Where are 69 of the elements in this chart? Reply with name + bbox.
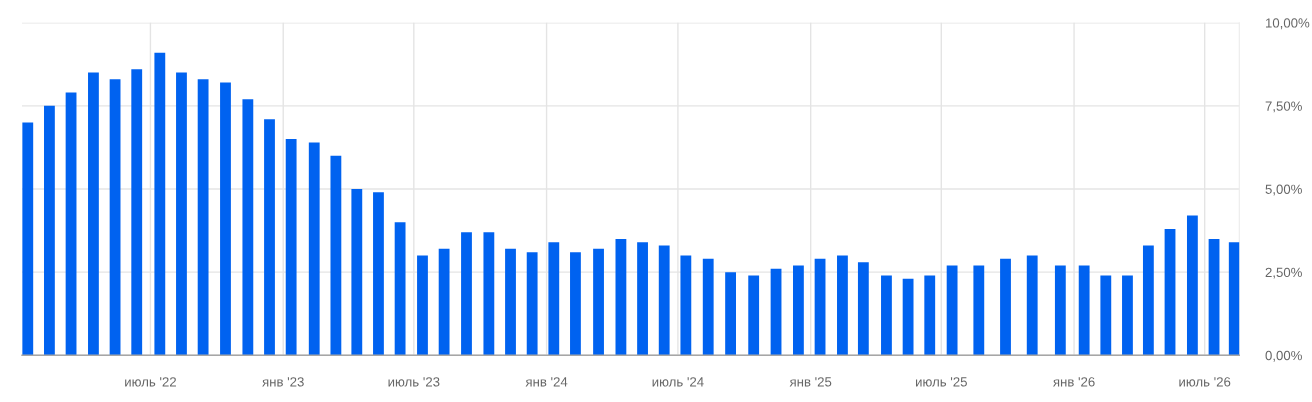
bar — [593, 248, 604, 356]
bar — [1100, 275, 1112, 356]
bar — [351, 189, 363, 356]
bar — [770, 268, 782, 356]
y-tick-label: 7,50% — [1265, 101, 1302, 113]
x-tick-label: янв '23 — [262, 377, 304, 387]
bar — [88, 72, 99, 356]
bar — [637, 242, 648, 356]
bar — [65, 92, 77, 356]
x-tick-label: июль '25 — [916, 377, 967, 387]
x-tick-label: янв '26 — [1053, 377, 1095, 387]
bar — [330, 155, 342, 356]
bar — [946, 265, 958, 356]
bar — [973, 265, 985, 356]
bar — [1000, 258, 1011, 356]
bar — [658, 245, 670, 356]
bar — [748, 275, 760, 356]
bar — [197, 79, 209, 356]
bar — [902, 278, 914, 356]
bar — [483, 232, 495, 356]
x-tick-label: июль '23 — [388, 377, 440, 387]
bar — [570, 252, 581, 356]
bar — [1078, 265, 1090, 356]
bar — [22, 122, 34, 356]
y-tick-label: 0,00% — [1265, 350, 1302, 362]
bar — [1186, 215, 1198, 356]
bar — [1164, 228, 1176, 356]
bar — [44, 105, 55, 356]
bar — [373, 192, 384, 356]
bar — [176, 72, 187, 356]
bar — [220, 82, 231, 356]
bar — [1054, 265, 1066, 356]
x-tick-label: янв '24 — [525, 377, 568, 387]
bar — [1026, 255, 1038, 356]
bar — [461, 232, 472, 356]
bar — [725, 272, 736, 356]
bar — [285, 139, 297, 356]
bar — [394, 222, 406, 356]
bar — [154, 52, 166, 356]
bar — [548, 242, 560, 356]
y-tick-label: 2,50% — [1265, 267, 1302, 279]
bar — [615, 238, 627, 356]
bar — [793, 265, 804, 356]
y-tick-label: 5,00% — [1265, 184, 1302, 196]
bar — [702, 258, 714, 356]
x-tick-label: июль '26 — [1179, 377, 1231, 387]
bar — [1208, 238, 1220, 356]
x-tick-label: июль '24 — [652, 377, 704, 387]
bar — [438, 248, 450, 356]
bar — [680, 255, 692, 356]
bar — [924, 275, 936, 356]
bar — [1228, 242, 1240, 356]
bar — [1122, 275, 1133, 356]
bar — [814, 258, 826, 356]
bar — [881, 275, 892, 356]
bar — [526, 252, 538, 356]
bar — [131, 69, 143, 356]
x-tick-label: янв '25 — [789, 377, 832, 387]
y-tick-label: 10,00% — [1266, 18, 1310, 30]
bar — [1142, 245, 1154, 356]
bar — [308, 142, 320, 356]
bar — [857, 262, 869, 356]
bar — [505, 248, 516, 356]
bar — [417, 255, 428, 356]
bar — [109, 79, 121, 356]
bar — [242, 99, 254, 356]
bar — [264, 119, 275, 356]
bar — [837, 255, 848, 356]
x-tick-label: июль '22 — [125, 377, 176, 387]
